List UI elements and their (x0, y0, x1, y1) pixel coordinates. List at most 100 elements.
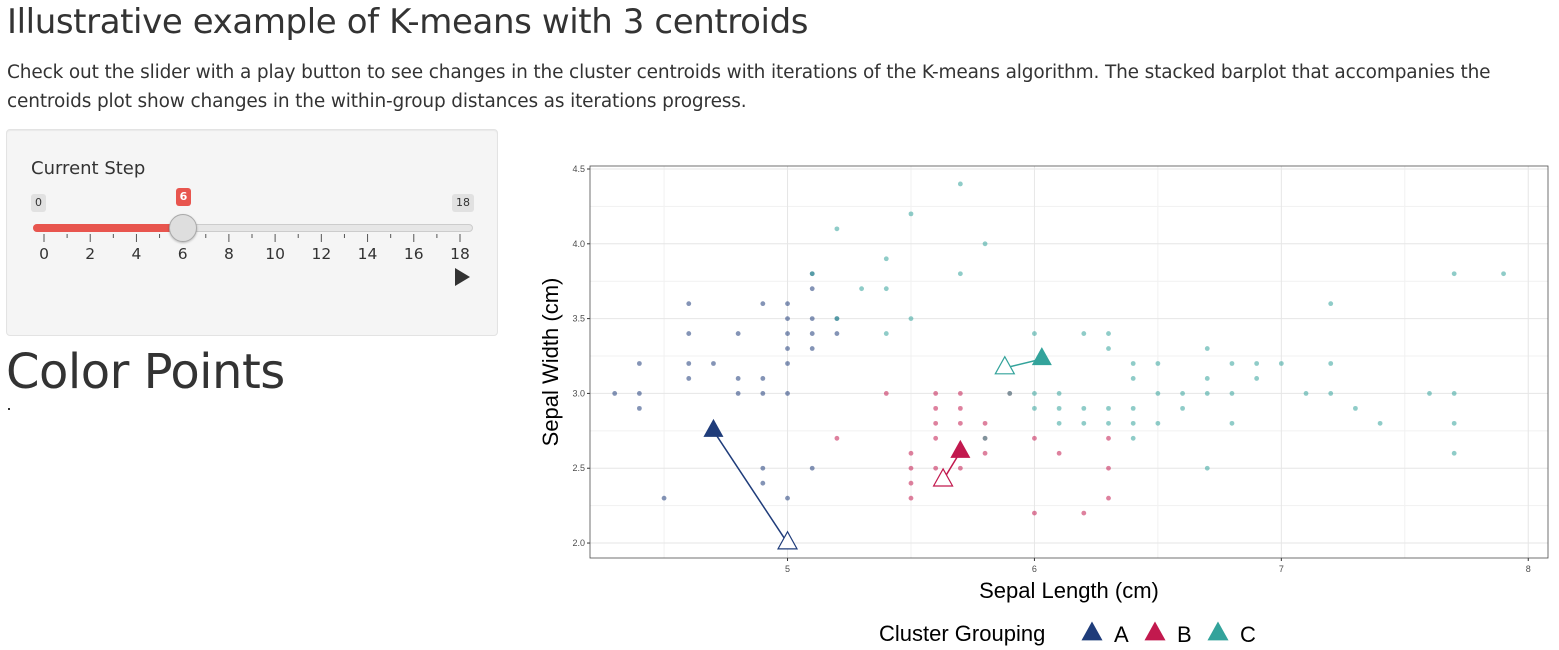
data-point-c (883, 331, 889, 336)
data-point-b (1081, 510, 1087, 516)
data-point-c (1204, 346, 1210, 351)
y-axis-title: Sepal Width (cm) (538, 278, 563, 447)
slider-tick-label: 18 (448, 245, 472, 263)
data-point-a (785, 495, 790, 501)
data-point-a (735, 376, 741, 381)
data-point-b (933, 420, 939, 426)
data-point-c (1377, 420, 1383, 426)
y-tick-label: 4.5 (572, 164, 585, 174)
data-point-a (785, 346, 790, 351)
data-point-c (1427, 391, 1432, 396)
slider-max-label: 18 (452, 194, 474, 212)
slider-tick-label: 16 (401, 245, 426, 263)
data-point-a (686, 376, 692, 381)
legend-title: Cluster Grouping (879, 621, 1045, 646)
data-point-c (982, 241, 988, 247)
data-point-c (1254, 361, 1260, 366)
data-point-b (883, 391, 889, 396)
data-point-a (735, 331, 741, 336)
data-point-b (1056, 450, 1062, 456)
data-point-b (957, 405, 963, 411)
current-centroid-b (950, 439, 971, 458)
data-point-b (1106, 435, 1111, 441)
data-point-a (735, 391, 741, 396)
slider-tick-label: 4 (129, 245, 144, 263)
play-icon[interactable] (455, 268, 470, 286)
data-point-c (1081, 420, 1087, 426)
data-point-c (1081, 405, 1087, 411)
data-point-b (933, 391, 939, 396)
data-point-c (1130, 435, 1136, 441)
data-point-a (809, 286, 815, 292)
slider-value-label: 6 (175, 188, 192, 206)
data-point-a (686, 301, 692, 307)
data-point-c (1106, 405, 1111, 411)
legend-label-b: B (1177, 622, 1192, 647)
data-point-b (1032, 510, 1037, 516)
data-point-a (636, 391, 642, 396)
legend-key-c (1207, 621, 1229, 641)
data-point-a (809, 346, 815, 351)
legend-key-a (1081, 621, 1103, 641)
data-point-c (1081, 331, 1087, 336)
data-point-c (1106, 331, 1111, 336)
slider-tick-label: 14 (355, 245, 380, 263)
centroid-path-a (712, 430, 789, 544)
data-point-a (809, 465, 815, 471)
data-point-c (957, 181, 963, 187)
y-tick-label: 3.5 (572, 314, 585, 324)
previous-centroid-c (994, 355, 1016, 375)
data-point-a (636, 361, 642, 366)
page-description: Check out the slider with a play button … (7, 62, 1491, 112)
data-point-c (834, 316, 840, 322)
data-point-b (908, 495, 914, 501)
data-point-c (859, 286, 864, 292)
data-point-c (1451, 450, 1457, 456)
data-point-a (785, 331, 790, 336)
data-point-a (785, 391, 790, 396)
x-tick-label: 8 (1526, 564, 1531, 574)
data-point-c (1328, 361, 1334, 366)
slider-fill (33, 224, 183, 232)
data-point-c (1056, 391, 1062, 396)
data-point-c (1451, 271, 1457, 277)
data-point-b (957, 420, 963, 426)
data-point-c (1130, 376, 1136, 381)
data-point-c (1229, 420, 1235, 426)
y-tick-label: 4.0 (572, 239, 585, 249)
data-point-c (1180, 391, 1185, 396)
data-point-b (1032, 435, 1037, 441)
color-points-placeholder (8, 408, 10, 410)
data-point-a (785, 316, 790, 322)
data-point-a (785, 301, 790, 307)
slider-tick-label: 0 (37, 245, 51, 263)
data-point-a (760, 465, 766, 471)
slider-tick-label: 6 (175, 245, 190, 263)
data-point-c (1451, 420, 1457, 426)
data-point-c (1155, 361, 1161, 366)
data-point-c (1130, 405, 1136, 411)
current-centroid-c (1031, 347, 1052, 366)
legend-label-c: C (1240, 622, 1256, 647)
data-point-a (686, 331, 692, 336)
data-point-c (1229, 391, 1235, 396)
slider-tick-label: 12 (309, 245, 334, 263)
y-tick-label: 2.0 (572, 538, 585, 548)
data-point-b (834, 435, 840, 441)
y-tick-label: 3.0 (572, 388, 585, 398)
data-point-c (1007, 391, 1013, 396)
data-point-c (1056, 405, 1062, 411)
data-point-a (760, 480, 766, 486)
data-point-c (1254, 376, 1260, 381)
data-point-c (1155, 420, 1161, 426)
data-point-c (1155, 391, 1161, 396)
data-point-b (908, 465, 914, 471)
slider-handle[interactable] (168, 214, 197, 242)
data-point-c (1032, 391, 1037, 396)
data-point-b (908, 450, 914, 456)
data-point-b (957, 391, 963, 396)
data-point-c (908, 211, 914, 217)
plot-panel (590, 166, 1548, 558)
data-point-c (1204, 465, 1210, 471)
data-point-a (612, 391, 618, 396)
